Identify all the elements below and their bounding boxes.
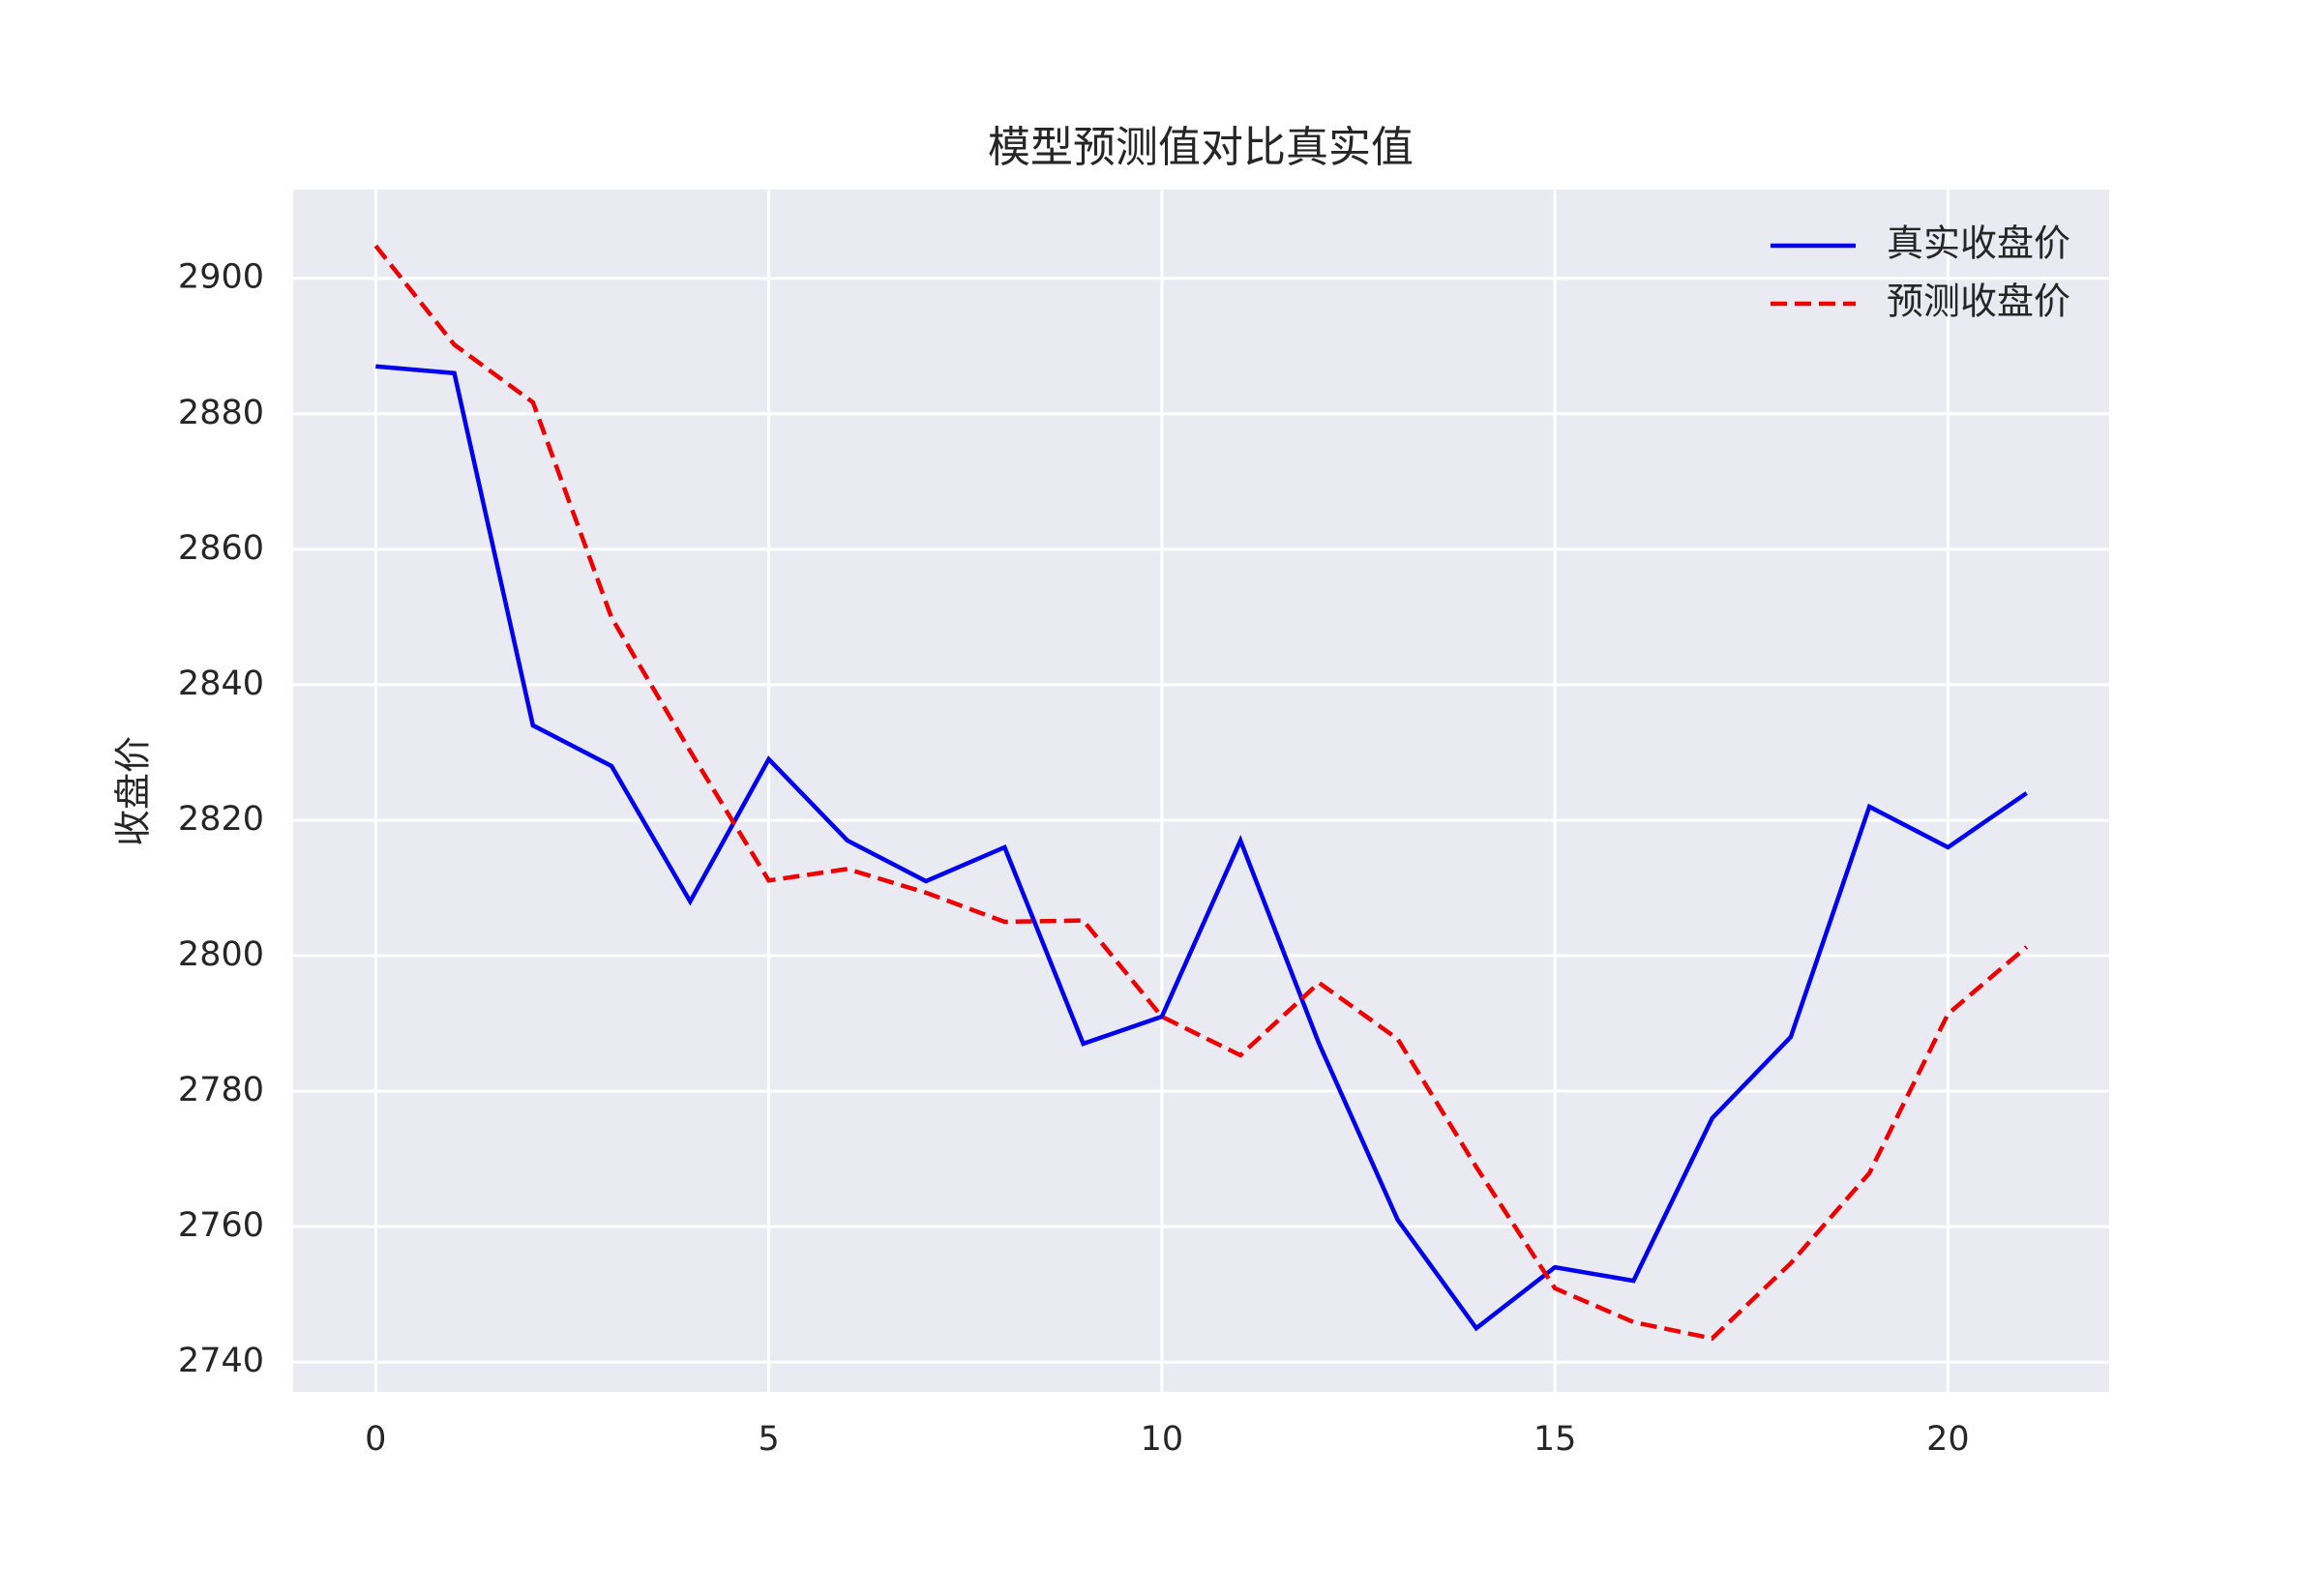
plot-area [293, 190, 2109, 1392]
y-tick-label: 2820 [178, 800, 264, 839]
x-tick-label: 10 [1141, 1420, 1184, 1459]
x-tick-label: 20 [1926, 1420, 1970, 1459]
legend-label: 真实收盘价 [1887, 222, 2070, 265]
x-tick-label: 15 [1533, 1420, 1577, 1459]
data-line [373, 244, 2029, 1342]
y-tick-label: 2900 [178, 258, 264, 297]
data-line [375, 364, 2028, 1332]
y-axis-label: 收盘价 [112, 736, 155, 846]
y-tick-label: 2780 [178, 1071, 264, 1109]
y-tick-label: 2880 [178, 394, 264, 432]
y-tick-label: 2800 [178, 935, 264, 974]
y-tick-label: 2860 [178, 529, 264, 568]
y-tick-label: 2760 [178, 1206, 264, 1245]
chart-title: 模型预测值对比真实值 [988, 123, 1414, 172]
legend-label: 预测收盘价 [1887, 281, 2070, 323]
x-tick-label: 5 [758, 1420, 779, 1459]
y-tick-label: 2840 [178, 665, 264, 703]
y-tick-label: 2740 [178, 1342, 264, 1380]
x-tick-label: 0 [365, 1420, 386, 1459]
